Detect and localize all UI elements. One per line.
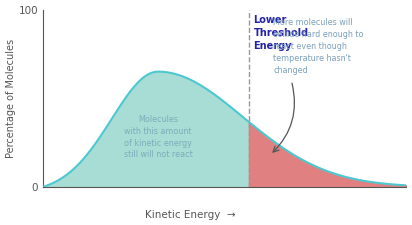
Text: More molecules will
collide hard enough to
react even though
temperature hasn't
: More molecules will collide hard enough …	[273, 18, 364, 75]
Y-axis label: Percentage of Molecules: Percentage of Molecules	[5, 39, 16, 158]
Text: Kinetic Energy  →: Kinetic Energy →	[145, 210, 235, 220]
Text: Molecules
with this amount
of kinetic energy
still will not react: Molecules with this amount of kinetic en…	[124, 115, 192, 160]
Text: Lower
Threshold
Energy: Lower Threshold Energy	[253, 15, 309, 51]
